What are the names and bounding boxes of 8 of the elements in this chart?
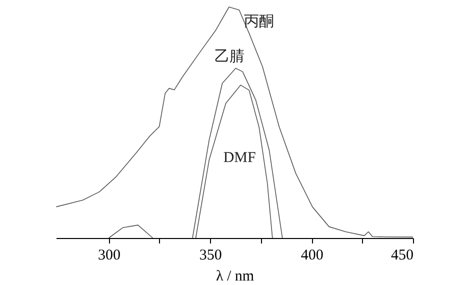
- x-tick-label: 400: [300, 248, 324, 264]
- x-tick-label: 350: [199, 248, 222, 264]
- x-tick-label: 450: [391, 248, 414, 264]
- x-tick-label: 300: [98, 248, 120, 264]
- series-label: 丙酮: [244, 14, 274, 30]
- series-label: 乙腈: [214, 48, 245, 66]
- series-label: DMF: [223, 150, 256, 166]
- x-axis-title: λ / nm: [216, 268, 254, 284]
